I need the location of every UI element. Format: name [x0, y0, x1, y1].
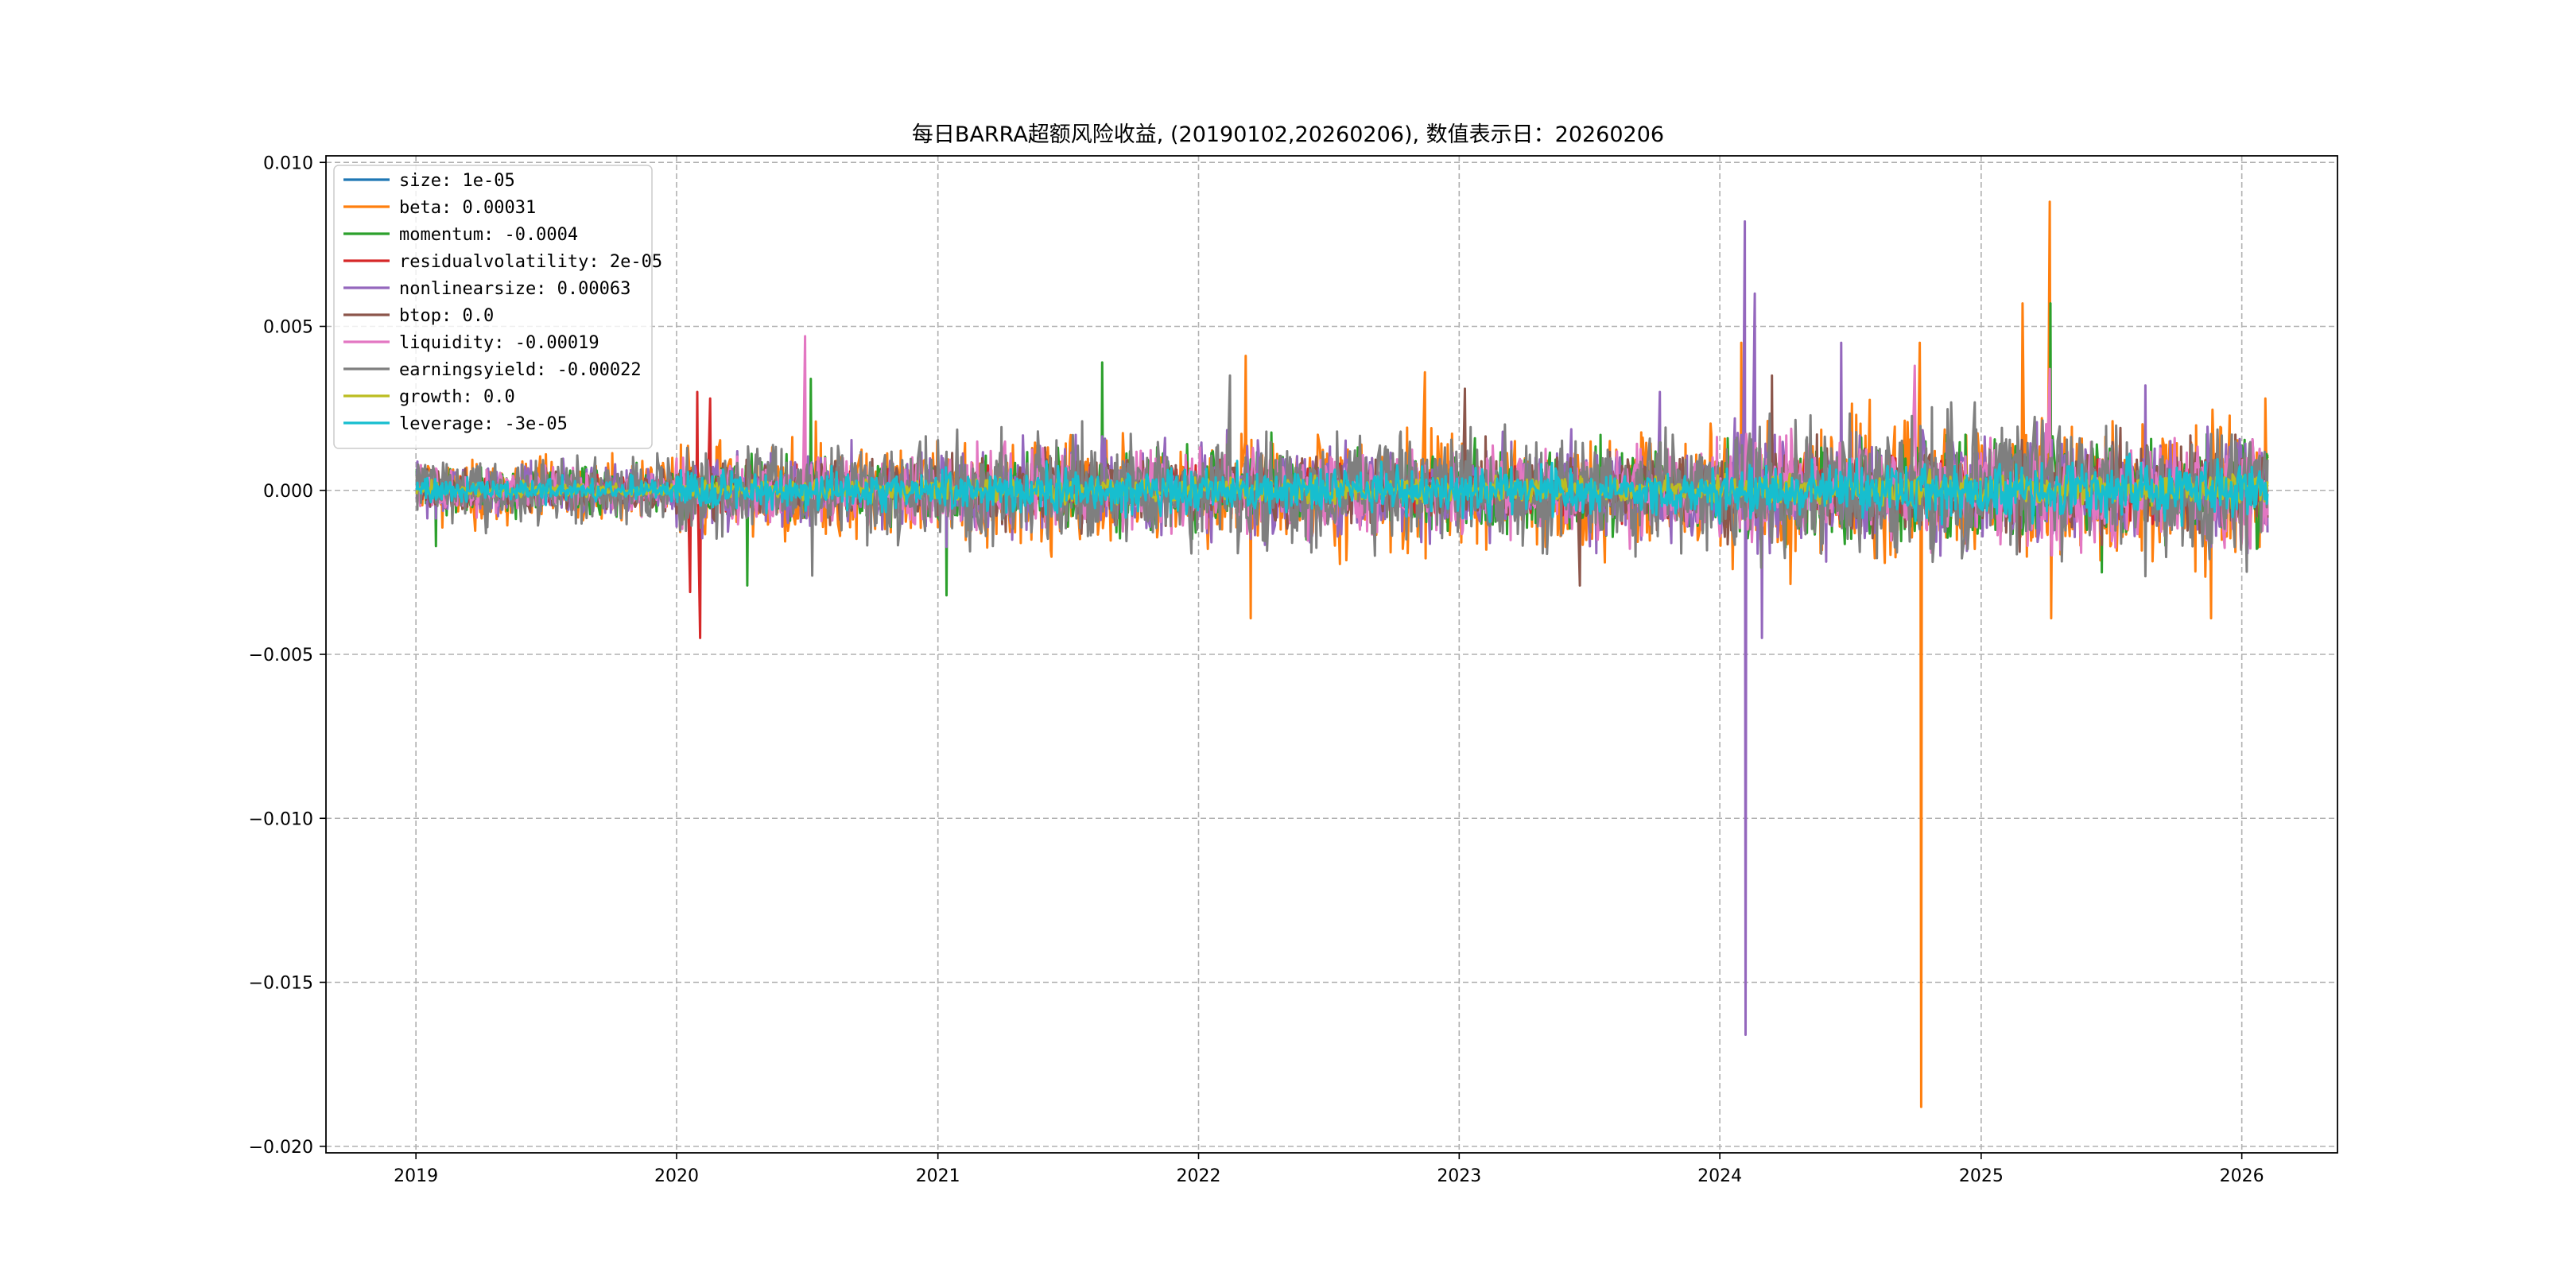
x-tick-label: 2023 — [1437, 1166, 1481, 1186]
y-tick-label: −0.010 — [249, 809, 313, 829]
y-tick-label: 0.010 — [263, 153, 313, 173]
x-tick-label: 2020 — [654, 1166, 699, 1186]
x-tick-label: 2024 — [1697, 1166, 1742, 1186]
x-tick-label: 2021 — [916, 1166, 960, 1186]
legend-entry-momentum: momentum: -0.0004 — [399, 225, 578, 245]
legend-box — [333, 165, 653, 449]
plot-area — [415, 200, 2269, 1108]
legend-entry-beta: beta: 0.00031 — [399, 198, 536, 218]
chart-title: 每日BARRA超额风险收益, (20190102,20260206), 数值表示… — [912, 122, 1664, 147]
series-line-leverage — [415, 452, 2269, 527]
legend-entry-growth: growth: 0.0 — [399, 387, 515, 407]
x-tick-label: 2026 — [2220, 1166, 2264, 1186]
x-tick-label: 2022 — [1177, 1166, 1221, 1186]
legend-entry-nonlinearsize: nonlinearsize: 0.00063 — [399, 279, 630, 299]
legend-entry-residualvolatility: residualvolatility: 2e-05 — [399, 252, 662, 272]
legend-entry-leverage: leverage: -3e-05 — [399, 414, 568, 434]
legend: size: 1e-05 beta: 0.00031 momentum: -0.000… — [333, 165, 662, 449]
axes-frame — [325, 155, 2338, 1154]
y-tick-label: 0.000 — [263, 482, 313, 502]
x-tick-label: 2025 — [1959, 1166, 2004, 1186]
series-line-earningsyield — [415, 374, 2269, 578]
y-tick-label: −0.015 — [249, 974, 313, 994]
legend-entry-earningsyield: earningsyield: -0.00022 — [399, 360, 642, 380]
legend-entry-liquidity: liquidity: -0.00019 — [399, 333, 599, 353]
axes: 2019 2020 2021 2022 2023 2024 2025 2026 0.010 0.0… — [249, 153, 2338, 1186]
legend-entry-btop: btop: 0.0 — [399, 306, 494, 326]
y-tick-label: −0.005 — [249, 646, 313, 665]
y-tick-label: −0.020 — [249, 1138, 313, 1158]
x-tick-label: 2019 — [394, 1166, 438, 1186]
y-tick-label: 0.005 — [263, 318, 313, 338]
legend-entry-size: size: 1e-05 — [399, 171, 515, 191]
